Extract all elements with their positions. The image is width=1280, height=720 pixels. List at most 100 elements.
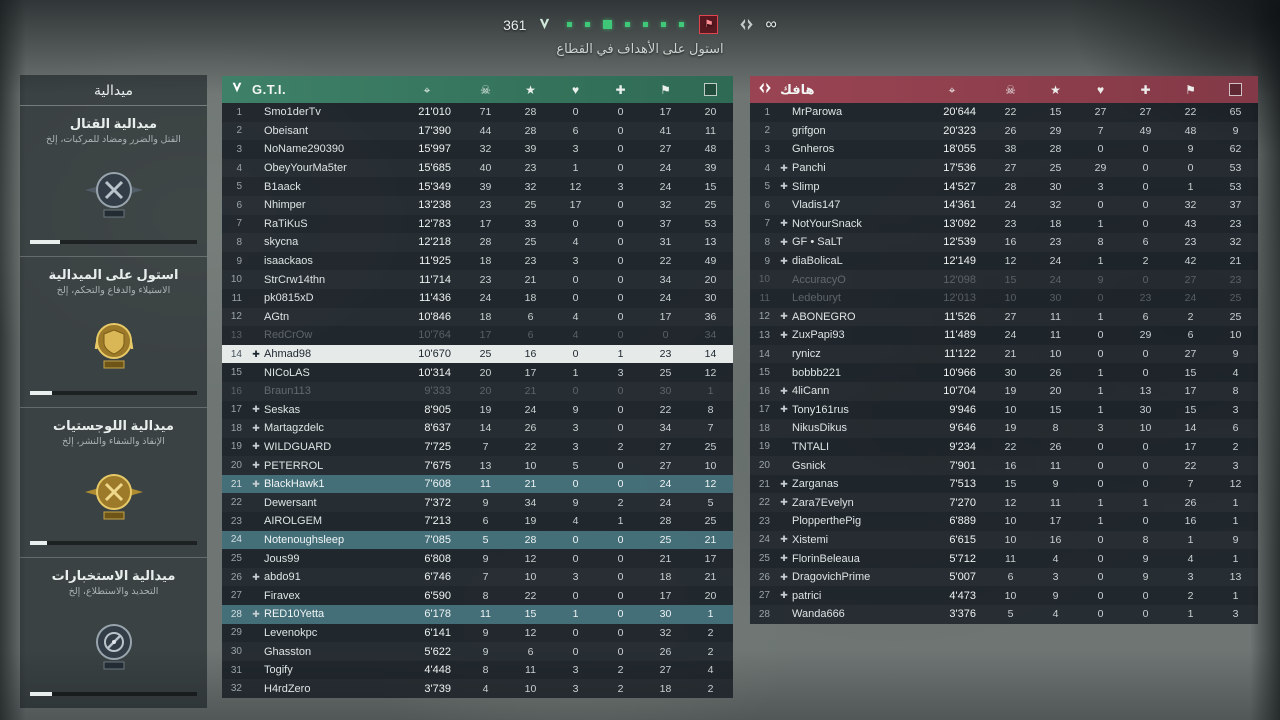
player-stat: 0 [617, 385, 624, 398]
player-stat: 22 [659, 403, 672, 416]
player-stat: 0 [1142, 478, 1149, 491]
player-rank: 14 [230, 348, 242, 360]
player-stat: 30 [659, 608, 672, 621]
player-name: RaTiKuS [264, 217, 308, 230]
player-name: ZuxPapi93 [792, 329, 845, 342]
table-row: 28 Wanda666 3'376 5 4 0 0 1 3 [750, 605, 1258, 624]
player-stat: 30 [659, 385, 672, 398]
player-name: NotYourSnack [792, 217, 862, 230]
player-class-icon: ✚ [780, 218, 788, 229]
player-name: isaackaos [264, 255, 313, 268]
player-stat: 0 [1097, 571, 1104, 584]
table-row: 14 ✚ Ahmad98 10'670 25 16 0 1 23 14 [222, 344, 733, 364]
player-stat: 11 [1050, 496, 1061, 509]
player-stat: 2 [617, 664, 624, 677]
table-row: 13 ✚ ZuxPapi93 11'489 24 11 0 29 6 10 [750, 326, 1258, 345]
player-stat: 18 [479, 310, 492, 323]
player-stat: 0 [572, 273, 579, 286]
player-stat: 27 [659, 143, 672, 156]
player-stat: 22 [1184, 106, 1197, 119]
player-stat: 27 [1004, 162, 1017, 175]
player-stat: 0 [1142, 162, 1149, 175]
player-name: Togify [264, 664, 293, 677]
player-stat: 26 [1004, 124, 1017, 137]
player-stat: 5 [707, 496, 714, 509]
player-score: 5'007 [949, 571, 976, 584]
player-stat: 27 [1184, 348, 1197, 361]
player-rank: 20 [758, 460, 770, 472]
player-score: 9'234 [949, 440, 976, 453]
player-stat: 10 [704, 459, 717, 472]
player-rank: 24 [758, 534, 770, 546]
player-name: RedCrOw [264, 329, 313, 342]
player-stat: 44 [479, 124, 492, 137]
player-name: Ledeburyt [792, 292, 841, 305]
player-score: 9'333 [424, 385, 451, 398]
player-stat: 25 [704, 199, 717, 212]
player-stat: 3 [572, 682, 579, 695]
player-stat: 6 [527, 310, 534, 323]
player-stat: 9 [1052, 589, 1059, 602]
player-name: Obeisant [264, 124, 309, 137]
player-stat: 20 [479, 366, 492, 379]
player-score: 6'178 [424, 608, 451, 621]
medal-progress-fill [30, 239, 61, 244]
player-stat: 7 [707, 422, 714, 435]
player-stat: 25 [524, 199, 537, 212]
player-rank: 10 [758, 274, 770, 286]
player-stat: 9 [572, 496, 579, 509]
player-stat: 2 [1187, 589, 1194, 602]
player-rank: 12 [230, 311, 242, 323]
player-stat: 33 [524, 217, 537, 230]
player-stat: 8 [1232, 385, 1239, 398]
player-class-icon: ✚ [780, 181, 788, 192]
player-stat: 10 [1004, 533, 1017, 546]
table-row: 7 RaTiKuS 12'783 17 33 0 0 37 53 [222, 215, 733, 234]
player-name: patrici [792, 589, 822, 602]
table-row: 19 ✚ WILDGUARD 7'725 7 22 3 2 27 25 [222, 438, 733, 457]
player-name: ABONEGRO [792, 310, 856, 323]
player-stat: 22 [524, 589, 537, 602]
player-stat: 18 [1049, 217, 1062, 230]
allied-team-logo-icon [230, 81, 244, 98]
player-score: 9'946 [949, 403, 976, 416]
player-score: 14'361 [943, 199, 976, 212]
player-stat: 1 [1097, 515, 1104, 528]
player-score: 14'527 [943, 180, 976, 193]
player-stat: 12 [704, 478, 717, 491]
player-stat: 3 [572, 664, 579, 677]
player-score: 3'739 [424, 682, 451, 695]
player-rank: 18 [230, 422, 242, 434]
player-stat: 4 [1187, 552, 1194, 565]
player-name: Zara7Evelyn [792, 496, 854, 509]
player-name: TNTALI [792, 440, 830, 453]
player-stat: 27 [659, 664, 672, 677]
player-stat: 28 [659, 515, 672, 528]
player-class-icon: ✚ [252, 608, 260, 619]
player-stat: 5 [1007, 608, 1014, 621]
table-row: 21 ✚ BlackHawk1 7'608 11 21 0 0 24 12 [222, 474, 733, 494]
player-stat: 29 [1049, 124, 1062, 137]
player-stat: 27 [1094, 106, 1107, 119]
player-stat: 15 [704, 180, 717, 193]
player-class-icon: ✚ [780, 497, 788, 508]
player-stat: 3 [572, 571, 579, 584]
player-stat: 22 [1004, 106, 1017, 119]
player-name: NoName290390 [264, 143, 345, 156]
player-stat: 23 [479, 199, 492, 212]
player-stat: 0 [1142, 459, 1149, 472]
table-row: 32 H4rdZero 3'739 4 10 3 2 18 2 [222, 679, 733, 698]
player-stat: 9 [1187, 143, 1194, 156]
player-stat: 11 [480, 478, 491, 491]
table-row: 12 ✚ ABONEGRO 11'526 27 11 1 6 2 25 [750, 308, 1258, 327]
player-rank: 8 [764, 236, 770, 248]
player-stat: 10 [1229, 329, 1242, 342]
player-rank: 13 [230, 329, 242, 341]
player-stat: 3 [572, 255, 579, 268]
table-row: 20 Gsnick 7'901 16 11 0 0 22 3 [750, 456, 1258, 475]
player-stat: 18 [479, 255, 492, 268]
player-stat: 6 [527, 329, 534, 342]
player-stat: 37 [659, 217, 672, 230]
player-stat: 32 [524, 180, 537, 193]
player-stat: 6 [1142, 236, 1149, 249]
